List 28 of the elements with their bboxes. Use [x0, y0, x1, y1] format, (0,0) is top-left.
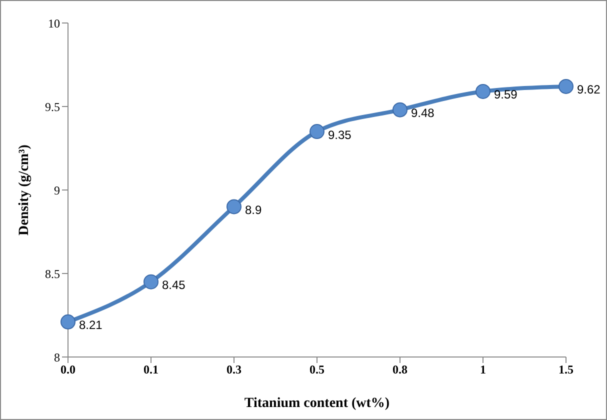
point [392, 102, 408, 118]
y-tick-label: 8 [54, 350, 60, 364]
data-label: 9.62 [577, 82, 601, 97]
x-tick-label: 0.1 [144, 362, 158, 377]
x-tick-label: 0.8 [392, 362, 408, 377]
data-label: 9.59 [494, 88, 518, 102]
data-label: 9.48 [411, 106, 435, 120]
y-tick-label: 9 [54, 183, 60, 198]
x-tick-label: 0.3 [226, 362, 242, 377]
point [226, 199, 242, 214]
data-label: 9.35 [328, 128, 352, 142]
point [476, 84, 490, 99]
point [144, 274, 158, 290]
y-axis-title: Density (g/cm³) [16, 144, 32, 236]
x-tick-label: 0.5 [310, 362, 324, 377]
data-label: 8.21 [79, 318, 103, 332]
x-axis-title: Titanium content (wt%) [244, 396, 390, 411]
y-tick-label: 8.5 [45, 266, 60, 281]
y-tick-label: 10 [48, 16, 60, 30]
point [558, 78, 574, 94]
x-tick-label: 1 [480, 362, 486, 377]
y-tick-label: 9.5 [45, 100, 60, 114]
point [310, 124, 324, 140]
data-label: 8.9 [245, 202, 262, 217]
x-tick-label: 0.0 [60, 362, 76, 377]
data-label: 8.45 [162, 278, 186, 292]
point [60, 314, 76, 330]
x-tick-label: 1.5 [558, 362, 574, 377]
